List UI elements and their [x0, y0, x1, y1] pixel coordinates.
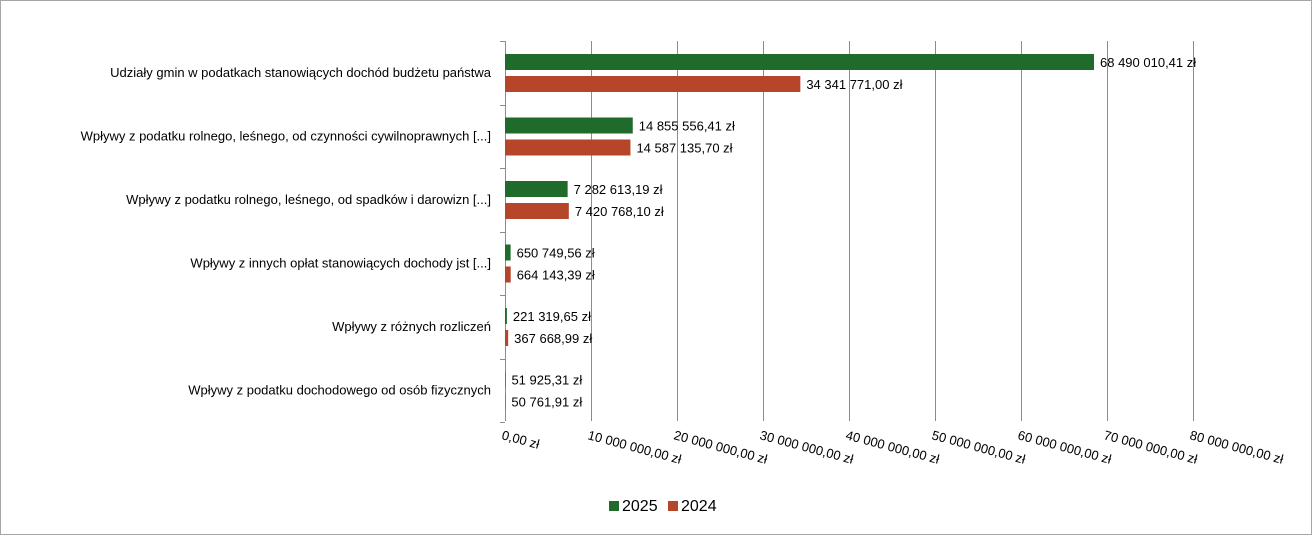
bar-2024 — [505, 267, 511, 283]
bar-2024 — [505, 203, 569, 219]
x-tick-label: 50 000 000,00 zł — [930, 427, 1027, 466]
category-label: Udziały gmin w podatkach stanowiących do… — [110, 65, 492, 80]
legend: 2025 2024 — [609, 498, 717, 515]
legend-swatch-2025 — [609, 501, 619, 511]
category-label: Wpływy z podatku dochodowego od osób fiz… — [188, 382, 491, 397]
bar-2025 — [505, 118, 633, 134]
category-labels: Udziały gmin w podatkach stanowiących do… — [81, 65, 492, 398]
category-label: Wpływy z podatku rolnego, leśnego, od sp… — [126, 192, 491, 207]
bar-2025 — [505, 181, 568, 197]
x-tick-label: 20 000 000,00 zł — [672, 427, 769, 466]
data-label-2024: 14 587 135,70 zł — [636, 141, 732, 156]
x-tick-label: 40 000 000,00 zł — [844, 427, 941, 466]
bar-2025 — [505, 54, 1094, 70]
bar-2024 — [505, 140, 630, 156]
x-tick-label: 80 000 000,00 zł — [1188, 427, 1285, 466]
bar-2025 — [505, 245, 511, 261]
value-labels: 68 490 010,41 zł 34 341 771,00 zł 14 855 5… — [511, 55, 1196, 410]
bar-2024 — [505, 76, 800, 92]
data-label-2024: 34 341 771,00 zł — [806, 77, 902, 92]
x-tick-label: 70 000 000,00 zł — [1102, 427, 1199, 466]
gridlines — [500, 41, 1194, 423]
data-label-2025: 68 490 010,41 zł — [1100, 55, 1196, 70]
category-label: Wpływy z podatku rolnego, leśnego, od cz… — [81, 128, 491, 143]
data-label-2024: 367 668,99 zł — [514, 331, 592, 346]
data-label-2025: 14 855 556,41 zł — [639, 119, 735, 134]
data-label-2025: 221 319,65 zł — [513, 309, 591, 324]
legend-label-2025: 2025 — [622, 498, 658, 515]
bars — [505, 54, 1094, 410]
x-tick-label: 30 000 000,00 zł — [758, 427, 855, 466]
x-tick-label: 0,00 zł — [500, 427, 541, 451]
category-label: Wpływy z innych opłat stanowiących docho… — [190, 255, 491, 270]
legend-swatch-2024 — [668, 501, 678, 511]
bar-2024 — [505, 330, 508, 346]
data-label-2024: 7 420 768,10 zł — [575, 204, 664, 219]
x-tick-label: 10 000 000,00 zł — [586, 427, 683, 466]
x-tick-label: 60 000 000,00 zł — [1016, 427, 1113, 466]
legend-label-2024: 2024 — [681, 498, 717, 515]
bar-2025 — [505, 308, 507, 324]
data-label-2025: 51 925,31 zł — [511, 373, 582, 388]
category-label: Wpływy z różnych rozliczeń — [332, 319, 491, 334]
data-label-2025: 650 749,56 zł — [517, 246, 595, 261]
data-label-2024: 50 761,91 zł — [511, 395, 582, 410]
data-label-2025: 7 282 613,19 zł — [574, 182, 663, 197]
data-label-2024: 664 143,39 zł — [517, 268, 595, 283]
